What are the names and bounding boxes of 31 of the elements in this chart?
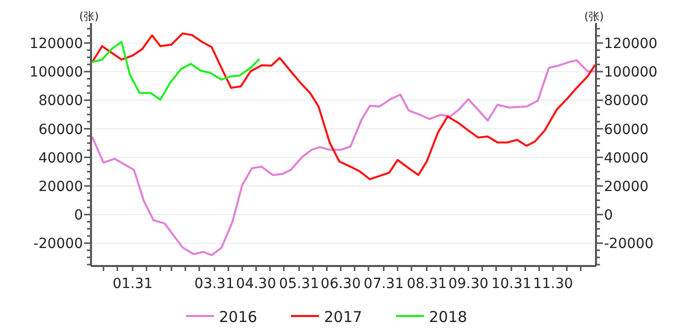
x-tick-label: 10.31	[491, 276, 532, 292]
y2-tick-label: 0	[604, 208, 613, 224]
y2-tick-label: 120000	[604, 36, 658, 52]
y-tick-label: 80000	[38, 93, 83, 110]
x-tick-label: 08.31	[406, 276, 447, 292]
y-axis-title: (张)	[79, 10, 99, 23]
legend-label: 2018	[429, 308, 468, 326]
x-tick-label: 11.30	[532, 276, 574, 292]
x-tick-label: 05.31	[279, 276, 320, 292]
y-tick-label: 120000	[30, 36, 83, 52]
y2-tick-label: 40000	[604, 150, 649, 166]
y2-tick-label: 60000	[604, 122, 649, 138]
y2-tick-label: 80000	[604, 93, 649, 110]
y-tick-label: 100000	[30, 64, 83, 81]
y-tick-label: -20000	[33, 236, 83, 252]
x-tick-label: 09.30	[448, 276, 488, 292]
y2-axis-title: (张)	[584, 10, 604, 23]
legend-label: 2017	[324, 308, 362, 326]
x-tick-label: 06.30	[320, 276, 361, 292]
y-tick-label: 0	[74, 208, 83, 224]
y-tick-label: 60000	[38, 122, 83, 138]
y-tick-label: 40000	[38, 150, 83, 166]
legend-label: 2016	[219, 308, 258, 326]
x-tick-label: 01.31	[112, 276, 153, 292]
y2-tick-label: 20000	[604, 178, 649, 195]
y-tick-label: 20000	[38, 178, 83, 195]
y2-tick-label: 100000	[604, 64, 658, 81]
y2-tick-label: -20000	[604, 236, 654, 252]
x-tick-label: 03.31	[194, 276, 235, 292]
x-tick-label: 04.30	[236, 276, 276, 292]
x-tick-label: 07.31	[364, 276, 404, 292]
